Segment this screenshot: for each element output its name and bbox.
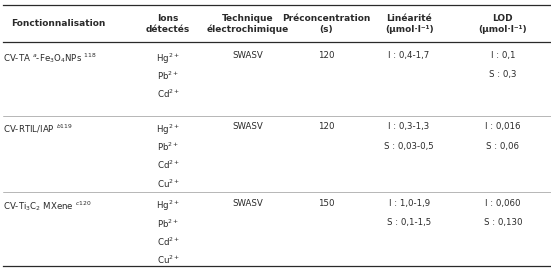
Text: SWASV: SWASV	[233, 199, 263, 208]
Text: CV-TA $^a$-Fe$_3$O$_4$NPs $^{118}$: CV-TA $^a$-Fe$_3$O$_4$NPs $^{118}$	[3, 51, 96, 65]
Text: I : 0,4-1,7: I : 0,4-1,7	[388, 51, 430, 60]
Text: SWASV: SWASV	[233, 122, 263, 131]
Text: I : 0,1: I : 0,1	[490, 51, 515, 60]
Text: Pb$^{2+}$: Pb$^{2+}$	[157, 69, 179, 82]
Text: Cu$^{2+}$: Cu$^{2+}$	[156, 177, 180, 190]
Text: CV-RTIL/IAP $^{b 119}$: CV-RTIL/IAP $^{b 119}$	[3, 122, 73, 135]
Text: I : 0,016: I : 0,016	[485, 122, 521, 131]
Text: I : 0,060: I : 0,060	[485, 199, 521, 208]
Text: CV-Ti$_3$C$_2$ MXene $^{c 120}$: CV-Ti$_3$C$_2$ MXene $^{c 120}$	[3, 199, 91, 213]
Text: Cu$^{2+}$: Cu$^{2+}$	[156, 254, 180, 266]
Text: SWASV: SWASV	[233, 51, 263, 60]
Text: LOD: LOD	[493, 14, 513, 23]
Text: (μmol·l⁻¹): (μmol·l⁻¹)	[478, 25, 527, 34]
Text: S : 0,06: S : 0,06	[487, 142, 519, 151]
Text: Hg$^{2+}$: Hg$^{2+}$	[156, 122, 180, 137]
Text: S : 0,1-1,5: S : 0,1-1,5	[387, 218, 431, 227]
Text: Hg$^{2+}$: Hg$^{2+}$	[156, 199, 180, 214]
Text: I : 0,3-1,3: I : 0,3-1,3	[388, 122, 430, 131]
Text: Fonctionnalisation: Fonctionnalisation	[10, 19, 105, 28]
Text: I : 1,0-1,9: I : 1,0-1,9	[388, 199, 430, 208]
Text: S : 0,3: S : 0,3	[489, 70, 516, 79]
Text: Préconcentration: Préconcentration	[282, 14, 371, 23]
Text: Cd$^{2+}$: Cd$^{2+}$	[156, 236, 180, 248]
Text: Technique: Technique	[222, 14, 274, 23]
Text: S : 0,130: S : 0,130	[484, 218, 522, 227]
Text: Pb$^{2+}$: Pb$^{2+}$	[157, 217, 179, 230]
Text: (s): (s)	[320, 25, 333, 34]
Text: Hg$^{2+}$: Hg$^{2+}$	[156, 51, 180, 66]
Text: détectés: détectés	[146, 25, 190, 34]
Text: Cd$^{2+}$: Cd$^{2+}$	[156, 159, 180, 171]
Text: (μmol·l⁻¹): (μmol·l⁻¹)	[385, 25, 434, 34]
Text: S : 0,03-0,5: S : 0,03-0,5	[384, 142, 434, 151]
Text: électrochimique: électrochimique	[207, 24, 289, 34]
Text: 120: 120	[318, 51, 334, 60]
Text: Pb$^{2+}$: Pb$^{2+}$	[157, 141, 179, 153]
Text: Cd$^{2+}$: Cd$^{2+}$	[156, 88, 180, 100]
Text: 120: 120	[318, 122, 334, 131]
Text: 150: 150	[318, 199, 334, 208]
Text: Linéarité: Linéarité	[386, 14, 432, 23]
Text: Ions: Ions	[158, 14, 179, 23]
